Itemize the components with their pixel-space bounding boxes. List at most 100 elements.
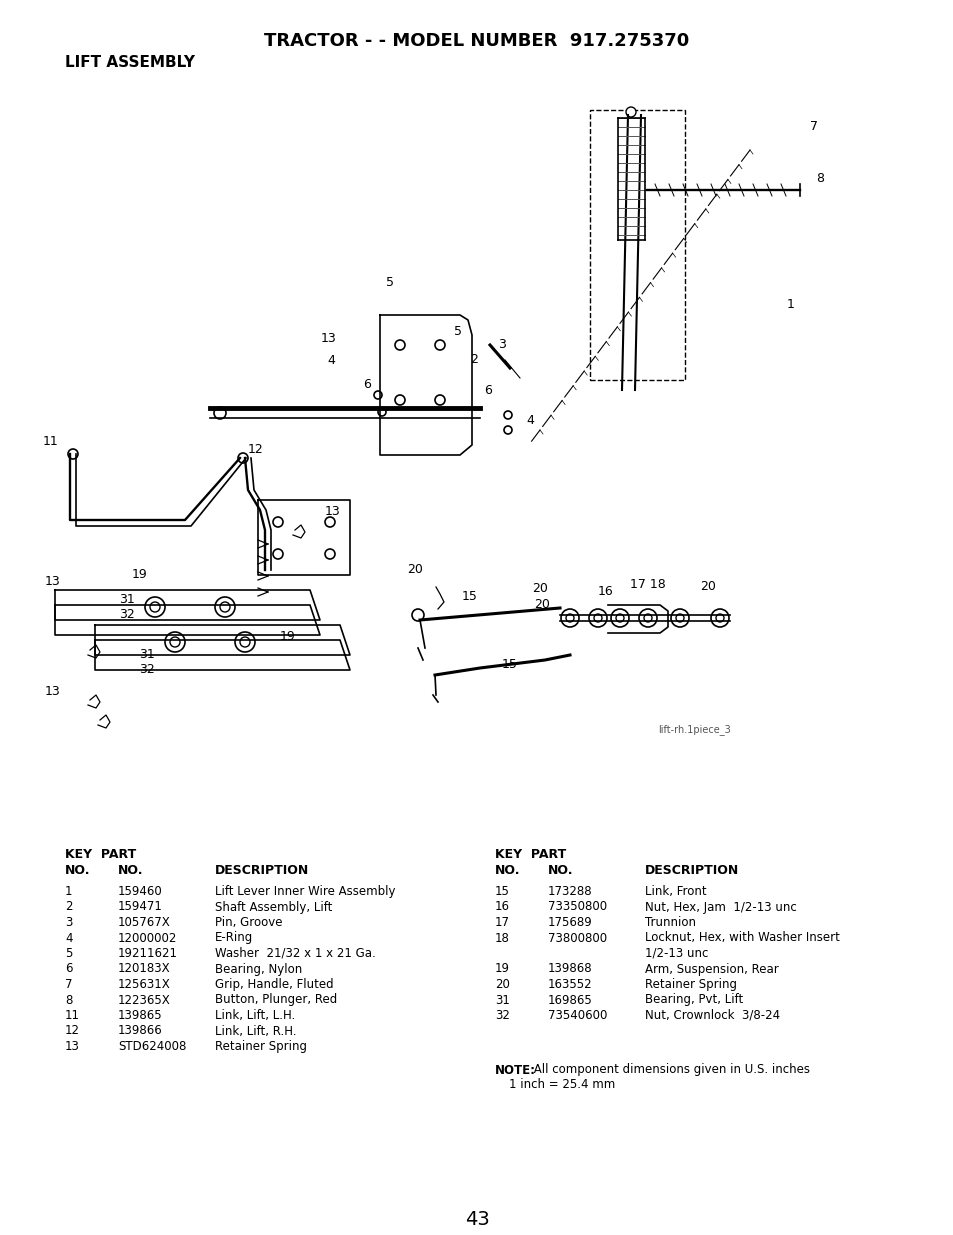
Text: 20: 20 bbox=[407, 563, 422, 576]
Text: 73540600: 73540600 bbox=[547, 1009, 607, 1023]
Text: 169865: 169865 bbox=[547, 993, 592, 1007]
Circle shape bbox=[273, 517, 283, 527]
Text: 13: 13 bbox=[44, 576, 60, 588]
Text: Link, Lift, R.H.: Link, Lift, R.H. bbox=[214, 1025, 296, 1037]
Circle shape bbox=[395, 340, 405, 350]
Text: 139866: 139866 bbox=[118, 1025, 163, 1037]
Text: 3: 3 bbox=[497, 338, 505, 351]
Text: NO.: NO. bbox=[118, 864, 143, 877]
Text: Locknut, Hex, with Washer Insert: Locknut, Hex, with Washer Insert bbox=[644, 931, 839, 945]
Text: NO.: NO. bbox=[495, 864, 520, 877]
Circle shape bbox=[395, 395, 405, 405]
Text: 11: 11 bbox=[65, 1009, 80, 1023]
Text: Retainer Spring: Retainer Spring bbox=[214, 1040, 307, 1053]
Text: Bearing, Nylon: Bearing, Nylon bbox=[214, 962, 302, 976]
Text: Link, Front: Link, Front bbox=[644, 885, 706, 898]
Circle shape bbox=[560, 609, 578, 627]
Text: Trunnion: Trunnion bbox=[644, 916, 696, 929]
Text: Nut, Hex, Jam  1/2-13 unc: Nut, Hex, Jam 1/2-13 unc bbox=[644, 900, 796, 914]
Circle shape bbox=[237, 453, 248, 463]
Text: Nut, Crownlock  3/8-24: Nut, Crownlock 3/8-24 bbox=[644, 1009, 780, 1023]
Text: 139865: 139865 bbox=[118, 1009, 162, 1023]
Circle shape bbox=[670, 609, 688, 627]
Text: 12: 12 bbox=[248, 443, 263, 456]
Circle shape bbox=[273, 550, 283, 559]
Text: 173288: 173288 bbox=[547, 885, 592, 898]
Text: LIFT ASSEMBLY: LIFT ASSEMBLY bbox=[65, 56, 194, 70]
Text: DESCRIPTION: DESCRIPTION bbox=[214, 864, 309, 877]
Text: 3: 3 bbox=[65, 916, 72, 929]
Circle shape bbox=[503, 411, 512, 419]
Text: 11: 11 bbox=[42, 435, 58, 448]
Circle shape bbox=[643, 614, 651, 622]
Text: 19: 19 bbox=[495, 962, 510, 976]
Text: 15: 15 bbox=[461, 590, 477, 603]
Text: 6: 6 bbox=[483, 384, 492, 396]
Text: 159471: 159471 bbox=[118, 900, 163, 914]
Circle shape bbox=[325, 550, 335, 559]
Circle shape bbox=[220, 601, 230, 613]
Text: 12: 12 bbox=[65, 1025, 80, 1037]
Text: Pin, Groove: Pin, Groove bbox=[214, 916, 282, 929]
Text: Grip, Handle, Fluted: Grip, Handle, Fluted bbox=[214, 978, 334, 990]
Text: 16: 16 bbox=[495, 900, 510, 914]
Circle shape bbox=[710, 609, 728, 627]
Text: KEY  PART: KEY PART bbox=[495, 848, 566, 861]
Circle shape bbox=[716, 614, 723, 622]
Text: 125631X: 125631X bbox=[118, 978, 171, 990]
Text: STD624008: STD624008 bbox=[118, 1040, 186, 1053]
Text: 17: 17 bbox=[495, 916, 510, 929]
Circle shape bbox=[240, 637, 250, 647]
Text: 17 18: 17 18 bbox=[629, 578, 665, 592]
Text: 5: 5 bbox=[454, 325, 461, 338]
Text: 2: 2 bbox=[65, 900, 72, 914]
Text: 139868: 139868 bbox=[547, 962, 592, 976]
Text: 31: 31 bbox=[495, 993, 509, 1007]
Circle shape bbox=[503, 426, 512, 433]
Text: 13: 13 bbox=[65, 1040, 80, 1053]
Circle shape bbox=[435, 340, 444, 350]
Text: Retainer Spring: Retainer Spring bbox=[644, 978, 737, 990]
Text: Arm, Suspension, Rear: Arm, Suspension, Rear bbox=[644, 962, 778, 976]
Text: 32: 32 bbox=[139, 663, 154, 676]
Circle shape bbox=[214, 597, 234, 618]
Text: 120183X: 120183X bbox=[118, 962, 171, 976]
Text: 73350800: 73350800 bbox=[547, 900, 606, 914]
Text: DESCRIPTION: DESCRIPTION bbox=[644, 864, 739, 877]
Circle shape bbox=[412, 609, 423, 621]
Circle shape bbox=[377, 408, 386, 416]
Text: lift-rh.1piece_3: lift-rh.1piece_3 bbox=[658, 725, 730, 736]
Text: 19: 19 bbox=[132, 568, 148, 580]
Circle shape bbox=[145, 597, 165, 618]
Text: 20: 20 bbox=[700, 580, 715, 593]
Circle shape bbox=[68, 450, 78, 459]
Text: Link, Lift, L.H.: Link, Lift, L.H. bbox=[214, 1009, 294, 1023]
Text: TRACTOR - - MODEL NUMBER  917.275370: TRACTOR - - MODEL NUMBER 917.275370 bbox=[264, 32, 689, 49]
Circle shape bbox=[150, 601, 160, 613]
Text: NOTE:: NOTE: bbox=[495, 1063, 536, 1077]
Text: 6: 6 bbox=[65, 962, 72, 976]
Text: 1/2-13 unc: 1/2-13 unc bbox=[644, 947, 708, 960]
Circle shape bbox=[610, 609, 628, 627]
Text: 43: 43 bbox=[464, 1210, 489, 1229]
Text: 16: 16 bbox=[598, 585, 613, 598]
Text: 20: 20 bbox=[532, 582, 547, 595]
Bar bbox=[589, 110, 684, 380]
Text: 5: 5 bbox=[65, 947, 72, 960]
Text: 163552: 163552 bbox=[547, 978, 592, 990]
Text: Washer  21/32 x 1 x 21 Ga.: Washer 21/32 x 1 x 21 Ga. bbox=[214, 947, 375, 960]
Circle shape bbox=[170, 637, 180, 647]
Text: 4: 4 bbox=[327, 354, 335, 367]
Text: 20: 20 bbox=[495, 978, 509, 990]
Text: 32: 32 bbox=[119, 608, 135, 621]
Text: 32: 32 bbox=[495, 1009, 509, 1023]
Text: 15: 15 bbox=[495, 885, 509, 898]
Text: 8: 8 bbox=[65, 993, 72, 1007]
Text: 175689: 175689 bbox=[547, 916, 592, 929]
Text: E-Ring: E-Ring bbox=[214, 931, 253, 945]
Circle shape bbox=[325, 517, 335, 527]
Text: 13: 13 bbox=[44, 685, 60, 698]
Text: NO.: NO. bbox=[547, 864, 573, 877]
Circle shape bbox=[639, 609, 657, 627]
Text: 18: 18 bbox=[495, 931, 509, 945]
